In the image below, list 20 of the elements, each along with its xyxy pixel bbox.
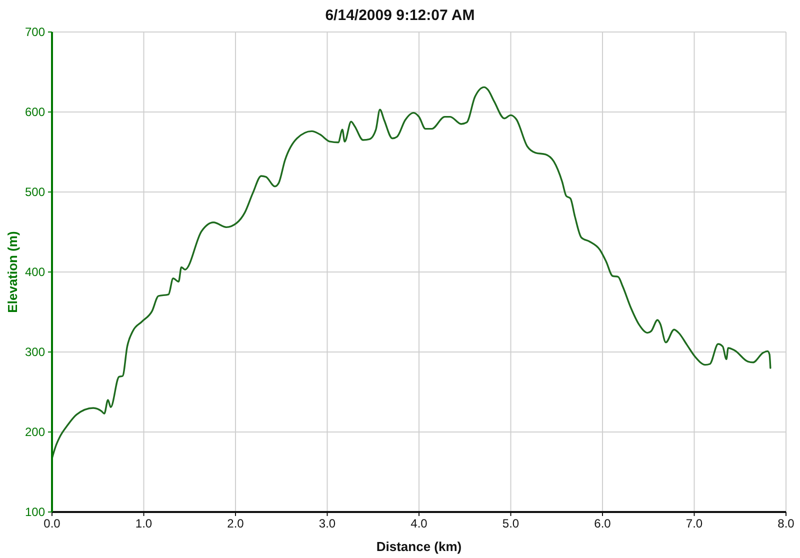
y-tick-label: 200: [24, 424, 46, 439]
y-tick-label: 700: [24, 24, 46, 39]
y-tick-label: 600: [24, 104, 46, 119]
x-tick-label: 0.0: [44, 516, 61, 531]
x-tick-label: 5.0: [502, 516, 520, 531]
y-axis-title: Elevation (m): [5, 231, 20, 313]
x-tick-label: 4.0: [410, 516, 428, 531]
x-tick-label: 7.0: [686, 516, 703, 531]
x-tick-label: 6.0: [594, 516, 612, 531]
x-tick-label: 2.0: [227, 516, 244, 531]
line-series: [51, 86, 772, 460]
y-tick-label: 300: [24, 344, 46, 359]
x-tick-label: 8.0: [778, 516, 795, 531]
x-axis-title: Distance (km): [376, 539, 462, 554]
x-tick-label: 1.0: [135, 516, 152, 531]
y-tick-label: 500: [24, 184, 46, 199]
x-tick-label: 3.0: [318, 516, 336, 531]
y-tick-label: 100: [24, 504, 46, 519]
chart-title: 6/14/2009 9:12:07 AM: [325, 7, 475, 24]
y-tick-label: 400: [24, 264, 46, 279]
